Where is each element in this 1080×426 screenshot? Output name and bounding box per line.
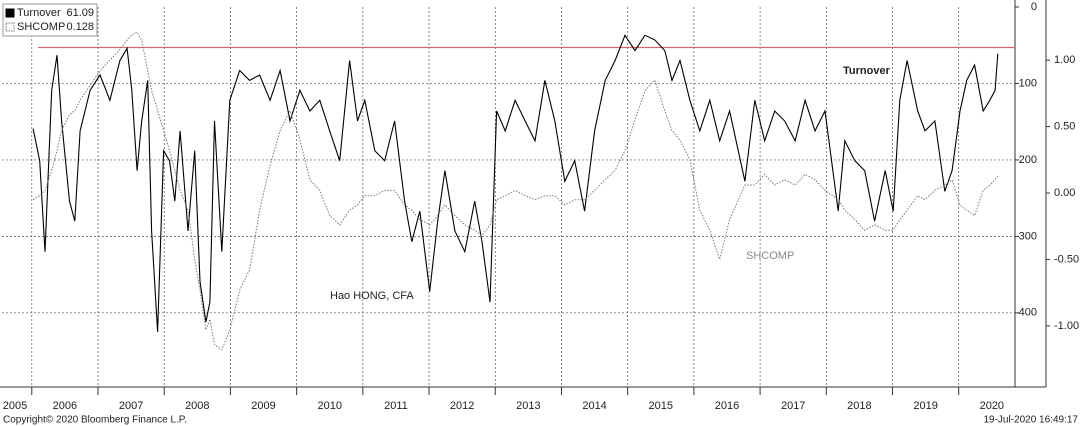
annotation: Turnover [843,65,891,77]
x-tick-label: 2011 [384,400,408,412]
series-line [32,34,999,332]
x-tick-label: 2005 [3,400,27,412]
y-tick-label: 300 [1019,230,1037,242]
y2-tick-label: -0.50 [1054,253,1079,265]
series-line [32,31,999,351]
legend-swatch [5,22,15,32]
x-tick-label: 2010 [317,400,341,412]
x-tick-label: 2012 [450,400,474,412]
y-tick-label: 100 [1019,77,1037,89]
y2-tick-label: 1.00 [1054,54,1075,66]
x-tick-label: 2016 [715,400,739,412]
legend-swatch [5,8,15,18]
legend-value: 61.09 [66,7,94,19]
x-tick-label: 2014 [582,400,606,412]
x-tick-label: 2015 [649,400,673,412]
y2-tick-label: 0.50 [1054,120,1075,132]
legend-value: 0.128 [66,21,94,33]
y2-tick-label: -1.00 [1054,320,1079,332]
x-tick-label: 2008 [185,400,209,412]
x-tick-label: 2006 [53,400,77,412]
x-tick-label: 2009 [251,400,275,412]
footer-right: 19-Jul-2020 16:49:17 [983,415,1078,426]
y-tick-label: 0 [1031,1,1037,13]
legend-label: SHCOMP [17,21,65,33]
x-tick-label: 2019 [913,400,937,412]
y2-tick-label: 0.00 [1054,187,1075,199]
x-tick-label: 2018 [847,400,871,412]
legend-box [2,3,98,37]
annotation: Hao HONG, CFA [330,290,414,302]
y-tick-label: 200 [1019,154,1037,166]
x-tick-label: 2007 [119,400,143,412]
x-tick-label: 2020 [980,400,1004,412]
footer-left: Copyright© 2020 Bloomberg Finance L.P. [3,415,187,426]
y-tick-label: 400 [1019,307,1037,319]
x-tick-label: 2013 [516,400,540,412]
annotation: SHCOMP [746,250,794,262]
plot-layer [0,0,1050,395]
legend-label: Turnover [17,7,61,19]
x-tick-label: 2017 [781,400,805,412]
